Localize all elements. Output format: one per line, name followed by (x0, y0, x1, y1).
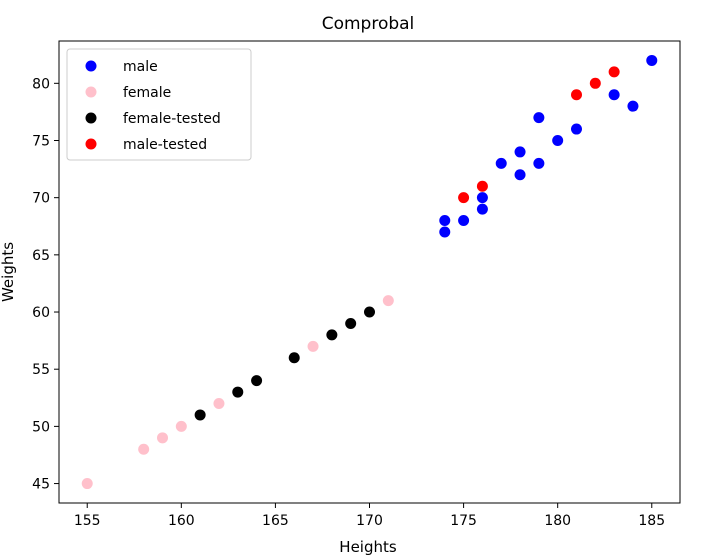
data-point-male-tested (571, 89, 582, 101)
data-point-male (514, 146, 526, 158)
data-point-male (458, 215, 470, 227)
data-point-male (476, 203, 488, 215)
data-point-female (175, 420, 187, 432)
data-point-male-tested (458, 192, 470, 204)
data-point-female-tested (326, 329, 338, 341)
data-point-female-tested (232, 386, 244, 398)
legend: male female female-tested male-tested (66, 48, 252, 161)
x-tick-label: 155 (74, 513, 101, 529)
x-tick-label: 175 (450, 513, 477, 529)
data-point-male (571, 123, 582, 135)
legend-marker-male-tested (85, 138, 97, 150)
legend-label-female: female (123, 85, 171, 101)
x-tick-label: 185 (638, 513, 665, 529)
chart-title: Comprobal (322, 14, 415, 34)
legend-label-female-tested: female-tested (123, 111, 221, 127)
x-axis: 155 160 165 170 175 180 185 (74, 503, 665, 529)
data-point-female-tested (251, 375, 263, 387)
data-point-male (533, 112, 545, 124)
y-tick-label: 75 (32, 133, 50, 149)
legend-marker-female (85, 86, 97, 98)
y-tick-label: 50 (32, 419, 50, 435)
y-tick-label: 80 (32, 76, 50, 92)
data-point-female (382, 295, 394, 307)
data-point-male (514, 169, 526, 181)
x-tick-label: 160 (168, 513, 195, 529)
legend-frame (66, 48, 252, 161)
data-point-male (627, 100, 639, 112)
y-tick-label: 60 (32, 305, 50, 321)
y-axis-label: Weights (0, 242, 17, 302)
data-point-male (439, 215, 451, 227)
x-axis-label: Heights (339, 538, 397, 556)
legend-label-male-tested: male-tested (123, 137, 207, 153)
legend-marker-female-tested (85, 112, 97, 124)
legend-label-male: male (123, 59, 158, 75)
data-point-female-tested (288, 352, 300, 364)
data-point-female (81, 478, 93, 490)
y-tick-label: 70 (32, 191, 50, 207)
data-point-male (552, 134, 564, 146)
data-point-male (608, 89, 620, 101)
data-point-female-tested (364, 306, 375, 318)
data-point-male (646, 54, 658, 66)
data-point-male (495, 157, 507, 169)
x-tick-label: 180 (544, 513, 571, 529)
data-point-female (157, 432, 168, 444)
x-tick-label: 170 (356, 513, 383, 529)
data-point-male-tested (608, 66, 620, 78)
data-point-female (138, 443, 150, 455)
data-point-female (213, 398, 225, 410)
data-point-male-tested (589, 77, 601, 89)
y-axis: 45 50 55 60 65 70 75 80 (32, 76, 59, 493)
legend-marker-male (85, 60, 97, 72)
data-points (81, 54, 658, 490)
data-point-male (533, 157, 545, 169)
data-point-female-tested (345, 317, 357, 329)
data-point-male (476, 192, 488, 204)
data-point-female (307, 340, 319, 352)
y-tick-label: 55 (32, 362, 50, 378)
data-point-female-tested (194, 409, 206, 421)
y-tick-label: 65 (32, 248, 50, 264)
x-tick-label: 165 (262, 513, 289, 529)
data-point-male (439, 226, 451, 238)
y-tick-label: 45 (32, 477, 50, 493)
data-point-male-tested (476, 180, 488, 192)
